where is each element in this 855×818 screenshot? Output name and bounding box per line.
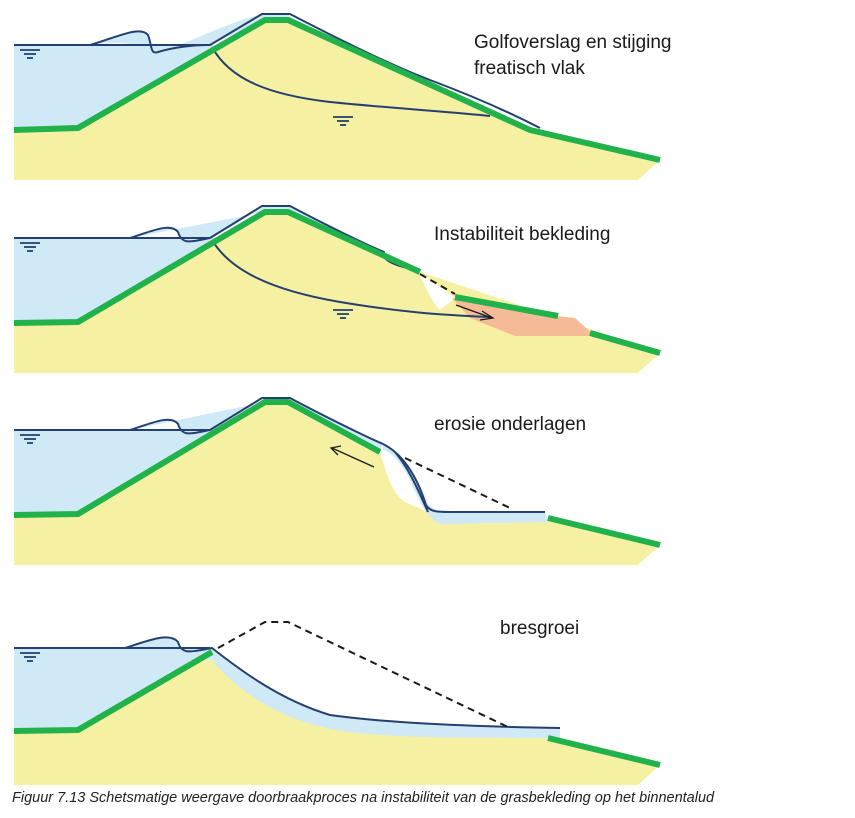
phreatic-level-symbol xyxy=(333,116,353,126)
overtopping-water-film xyxy=(90,14,530,130)
panel-3-label: erosie onderlagen xyxy=(434,414,586,435)
original-profile xyxy=(217,621,511,729)
outer-water xyxy=(14,238,215,323)
figure-caption: Figuur 7.13 Schetsmatige weergave doorbr… xyxy=(12,790,715,806)
erosion-inner-outline xyxy=(394,451,429,513)
slid-grass-cover xyxy=(454,294,559,319)
outer-water xyxy=(14,45,215,130)
panel-1-wave-overtopping: Golfoverslag en stijging freatisch vlak xyxy=(13,13,677,180)
panel-4-label: bresgroei xyxy=(500,618,579,639)
grass-cover xyxy=(13,399,382,518)
flow-arrow xyxy=(329,445,375,468)
phreatic-line xyxy=(211,239,491,318)
panel-2-label: Instabiliteit bekleding xyxy=(434,224,610,245)
dike-body xyxy=(14,20,660,180)
water-level-symbol xyxy=(20,652,40,662)
outer-water xyxy=(14,648,215,731)
eroded-area xyxy=(380,452,428,512)
slid-soil xyxy=(452,298,595,336)
breach-process-diagram: Golfoverslag en stijging freatisch vlak xyxy=(13,13,677,785)
panel-4-breach-growth: bresgroei xyxy=(13,618,661,785)
water-level-symbol xyxy=(20,434,40,444)
overtopping-outline xyxy=(129,397,384,445)
dike-body xyxy=(14,402,660,565)
overtopping-outline xyxy=(89,13,541,129)
phreatic-level-symbol xyxy=(333,309,353,319)
panel-1-label: Golfoverslag en stijging freatisch vlak xyxy=(474,32,677,79)
water-level-symbol xyxy=(20,242,40,252)
panel-3-erosion-sublayers: erosie onderlagen xyxy=(13,397,661,565)
grass-cover xyxy=(13,17,661,163)
original-profile xyxy=(419,273,456,295)
grass-cover-toe xyxy=(547,735,661,768)
grass-cover-toe xyxy=(547,515,661,548)
grass-cover-toe xyxy=(589,330,661,356)
water-level-symbol xyxy=(20,49,40,59)
original-profile xyxy=(404,457,511,509)
phreatic-line xyxy=(211,46,491,117)
flow-arrow xyxy=(455,304,495,321)
outer-water xyxy=(14,430,215,515)
grass-cover xyxy=(13,649,214,734)
dike-body xyxy=(14,212,660,373)
breach-flow-outline xyxy=(124,636,561,729)
grass-cover xyxy=(13,209,422,326)
panel-2-cover-instability: Instabiliteit bekleding xyxy=(13,205,661,373)
failed-cover-gap xyxy=(418,272,455,310)
